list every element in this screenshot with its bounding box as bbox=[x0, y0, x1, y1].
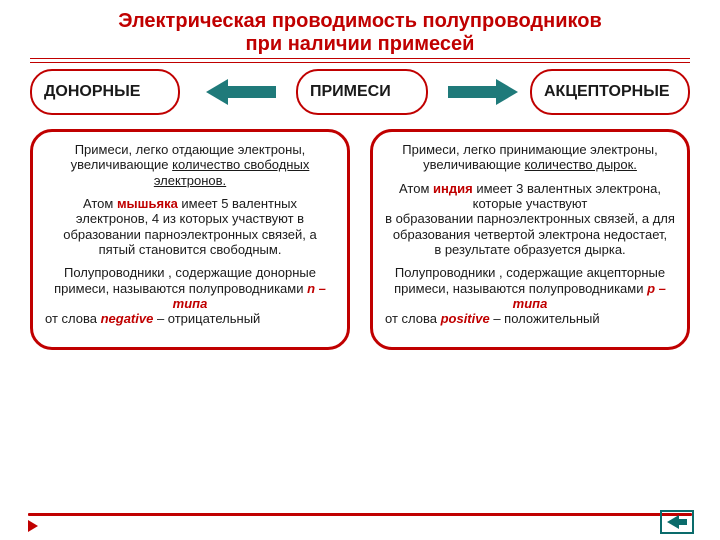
acceptor-p3: Полупроводники , содержащие акцепторные … bbox=[385, 265, 675, 311]
acceptor-p2d: в результате образуется дырка. bbox=[434, 242, 625, 257]
title-line2: при наличии примесей bbox=[30, 33, 690, 56]
pill-acceptor-label: АКЦЕПТОРНЫЕ bbox=[544, 84, 670, 100]
slide: Электрическая проводимость полупроводник… bbox=[0, 0, 720, 540]
pill-donor: ДОНОРНЫЕ bbox=[30, 69, 180, 115]
nav-back-icon bbox=[667, 515, 687, 529]
acceptor-p1: Примеси, легко принимающие электроны, ув… bbox=[385, 142, 675, 173]
donor-p1: Примеси, легко отдающие электроны, увели… bbox=[45, 142, 335, 188]
acceptor-p2a: Атом bbox=[399, 181, 433, 196]
acceptor-p2b: имеет 3 валентных электрона, которые уча… bbox=[473, 181, 661, 211]
pill-acceptor: АКЦЕПТОРНЫЕ bbox=[530, 69, 690, 115]
pill-center-label: ПРИМЕСИ bbox=[310, 84, 391, 100]
card-donor: Примеси, легко отдающие электроны, увели… bbox=[30, 129, 350, 350]
acceptor-p1u: количество дырок. bbox=[525, 157, 637, 172]
pill-center: ПРИМЕСИ bbox=[296, 69, 428, 115]
donor-p3a: Полупроводники , содержащие донорные при… bbox=[54, 265, 316, 295]
columns: Примеси, легко отдающие электроны, увели… bbox=[30, 129, 690, 350]
acceptor-p4hl: positive bbox=[441, 311, 490, 326]
pill-row: ДОНОРНЫЕ ПРИМЕСИ АКЦЕПТОРНЫЕ bbox=[30, 69, 690, 125]
card-acceptor: Примеси, легко принимающие электроны, ув… bbox=[370, 129, 690, 350]
title-divider bbox=[30, 58, 690, 63]
acceptor-p2hl: индия bbox=[433, 181, 473, 196]
arrow-left-icon bbox=[206, 77, 276, 107]
acceptor-p4b: – положительный bbox=[490, 311, 600, 326]
donor-p2a: Атом bbox=[83, 196, 117, 211]
title-line1: Электрическая проводимость полупроводник… bbox=[30, 10, 690, 33]
footer bbox=[28, 513, 692, 532]
arrow-right-icon bbox=[448, 77, 518, 107]
nav-back-button[interactable] bbox=[660, 510, 694, 534]
donor-p1u: количество свободных электронов. bbox=[154, 157, 310, 187]
footer-line bbox=[28, 513, 692, 516]
donor-p2hl: мышьяка bbox=[117, 196, 178, 211]
donor-p4b: – отрицательный bbox=[153, 311, 260, 326]
donor-p4: от слова negative – отрицательный bbox=[45, 311, 335, 326]
acceptor-p2c: в образовании парноэлектронных связей, а… bbox=[385, 211, 675, 241]
footer-marker-icon bbox=[28, 520, 38, 532]
title-block: Электрическая проводимость полупроводник… bbox=[30, 10, 690, 56]
donor-p3: Полупроводники , содержащие донорные при… bbox=[45, 265, 335, 311]
donor-p4hl: negative bbox=[101, 311, 154, 326]
acceptor-p3a: Полупроводники , содержащие акцепторные … bbox=[394, 265, 665, 295]
donor-p4a: от слова bbox=[45, 311, 101, 326]
acceptor-p2: Атом индия имеет 3 валентных электрона, … bbox=[385, 181, 675, 258]
donor-p2: Атом мышьяка имеет 5 валентных электроно… bbox=[45, 196, 335, 257]
acceptor-p4a: от слова bbox=[385, 311, 441, 326]
pill-donor-label: ДОНОРНЫЕ bbox=[44, 84, 140, 100]
acceptor-p4: от слова positive – положительный bbox=[385, 311, 675, 326]
